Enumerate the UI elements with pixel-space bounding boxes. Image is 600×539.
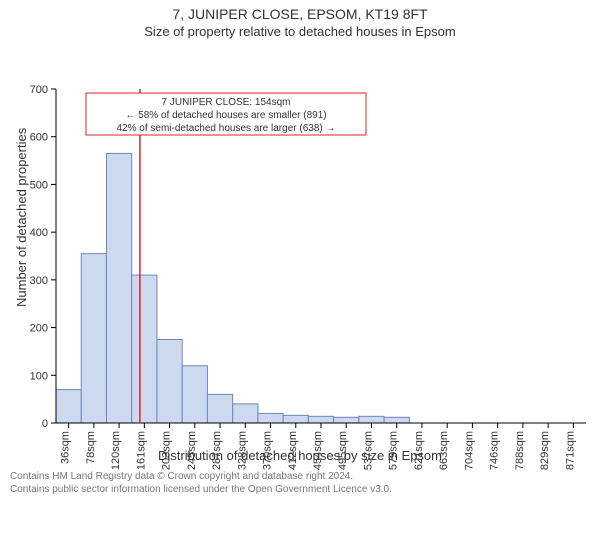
histogram-bar bbox=[233, 404, 258, 423]
histogram-bar bbox=[157, 340, 182, 424]
histogram-bar bbox=[56, 390, 81, 423]
y-tick-label: 500 bbox=[30, 179, 48, 191]
histogram-bar bbox=[359, 416, 384, 423]
histogram-bar bbox=[207, 394, 232, 423]
x-axis-label: Distribution of detached houses by size … bbox=[0, 448, 600, 463]
histogram-bar bbox=[182, 366, 207, 423]
histogram-bar bbox=[132, 275, 157, 423]
y-tick-label: 700 bbox=[30, 84, 48, 96]
histogram-bar bbox=[283, 415, 308, 423]
footer-line-1: Contains HM Land Registry data © Crown c… bbox=[10, 471, 590, 484]
histogram-bar bbox=[81, 254, 106, 423]
callout-line-2: ← 58% of detached houses are smaller (89… bbox=[125, 110, 326, 121]
y-tick-label: 200 bbox=[30, 323, 48, 335]
histogram-bar bbox=[106, 153, 131, 423]
y-tick-label: 400 bbox=[30, 227, 48, 239]
y-tick-label: 0 bbox=[42, 418, 48, 430]
y-axis-label: Number of detached properties bbox=[14, 128, 29, 307]
callout-line-1: 7 JUNIPER CLOSE: 154sqm bbox=[162, 97, 291, 108]
histogram-bar bbox=[334, 417, 359, 423]
histogram-bar bbox=[258, 413, 283, 423]
footer-attribution: Contains HM Land Registry data © Crown c… bbox=[0, 471, 600, 496]
histogram-bar bbox=[384, 417, 409, 423]
histogram-bar bbox=[308, 416, 333, 423]
y-tick-label: 600 bbox=[30, 132, 48, 144]
chart-container: 7, JUNIPER CLOSE, EPSOM, KT19 8FT Size o… bbox=[0, 0, 600, 500]
footer-line-2: Contains public sector information licen… bbox=[10, 484, 590, 497]
y-tick-label: 300 bbox=[30, 275, 48, 287]
histogram-svg: 010020030040050060070036sqm78sqm120sqm16… bbox=[0, 39, 600, 539]
callout-line-3: 42% of semi-detached houses are larger (… bbox=[116, 123, 335, 134]
chart-subtitle: Size of property relative to detached ho… bbox=[0, 22, 600, 39]
chart-title: 7, JUNIPER CLOSE, EPSOM, KT19 8FT bbox=[0, 0, 600, 22]
y-tick-label: 100 bbox=[30, 370, 48, 382]
